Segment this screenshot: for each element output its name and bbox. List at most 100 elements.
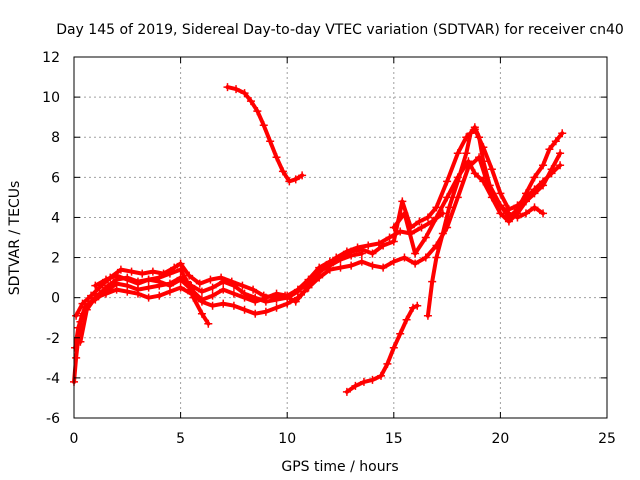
data-point-marker: [487, 165, 496, 174]
data-point-marker: [347, 247, 356, 256]
data-point-marker: [170, 263, 179, 272]
data-point-marker: [82, 305, 91, 314]
data-point-marker: [91, 281, 100, 290]
data-point-marker: [144, 293, 153, 302]
data-point-marker: [246, 97, 255, 106]
x-tick-label: 25: [598, 431, 616, 447]
x-tick-label: 15: [385, 431, 403, 447]
data-point-marker: [298, 171, 307, 180]
data-point-marker: [470, 123, 479, 132]
series-arc-6: [389, 149, 565, 258]
data-point-marker: [485, 181, 494, 190]
y-tick-label: 0: [51, 291, 60, 307]
data-point-marker: [453, 177, 462, 186]
data-point-marker: [261, 307, 270, 316]
data-point-marker: [138, 269, 147, 278]
data-point-marker: [413, 301, 422, 310]
y-tick-labels: -6 -4 -2 0 2 4 6 8 10 12: [42, 50, 60, 427]
data-point-marker: [253, 107, 262, 116]
x-axis-label: GPS time / hours: [281, 459, 398, 475]
data-point-marker: [293, 293, 302, 302]
data-point-marker: [144, 283, 153, 292]
data-point-marker: [285, 177, 294, 186]
data-point-marker: [336, 263, 345, 272]
y-tick-label: 10: [42, 90, 60, 106]
data-point-marker: [385, 233, 394, 242]
data-point-marker: [176, 259, 185, 268]
data-point-marker: [496, 189, 505, 198]
data-point-marker: [558, 129, 567, 138]
data-point-marker: [364, 241, 373, 250]
data-point-marker: [347, 261, 356, 270]
data-point-marker: [219, 299, 228, 308]
data-point-marker: [315, 273, 324, 282]
data-point-marker: [415, 217, 424, 226]
x-tick-labels: 0 5 10 15 20 25: [70, 431, 616, 447]
x-tick-label: 10: [278, 431, 296, 447]
data-point-marker: [251, 297, 260, 306]
data-point-marker: [513, 205, 522, 214]
data-point-marker: [545, 145, 554, 154]
data-point-marker: [229, 289, 238, 298]
data-point-marker: [197, 295, 206, 304]
data-point-marker: [466, 129, 475, 138]
data-point-marker: [389, 237, 398, 246]
data-point-marker: [551, 137, 560, 146]
y-axis-label: SDTVAR / TECUs: [7, 181, 23, 296]
data-point-marker: [76, 337, 85, 346]
data-point-marker: [389, 257, 398, 266]
data-point-marker: [443, 177, 452, 186]
data-point-marker: [368, 261, 377, 270]
data-point-marker: [133, 279, 142, 288]
data-point-marker: [556, 149, 565, 158]
data-point-marker: [479, 157, 488, 166]
series-arc-7: [423, 123, 567, 320]
data-point-marker: [304, 275, 313, 284]
data-point-marker: [195, 279, 204, 288]
y-tick-label: 4: [51, 210, 60, 226]
data-point-marker: [127, 267, 136, 276]
data-point-marker: [272, 153, 281, 162]
data-point-marker: [227, 277, 236, 286]
data-point-marker: [304, 283, 313, 292]
data-point-marker: [400, 209, 409, 218]
data-point-marker: [530, 189, 539, 198]
data-point-marker: [185, 271, 194, 280]
data-point-marker: [123, 287, 132, 296]
data-point-marker: [251, 309, 260, 318]
data-point-marker: [272, 289, 281, 298]
data-point-marker: [240, 305, 249, 314]
series-arc-9: [342, 301, 422, 396]
y-tick-label: 8: [51, 130, 60, 146]
data-point-marker: [411, 259, 420, 268]
data-point-marker: [383, 359, 392, 368]
data-point-marker: [325, 257, 334, 266]
data-point-marker: [259, 121, 268, 130]
data-point-marker: [539, 181, 548, 190]
data-point-marker: [101, 275, 110, 284]
data-point-marker: [217, 273, 226, 282]
data-point-marker: [411, 249, 420, 258]
data-point-marker: [342, 387, 351, 396]
data-point-marker: [389, 343, 398, 352]
data-point-marker: [432, 203, 441, 212]
data-point-marker: [148, 267, 157, 276]
y-tick-label: 12: [42, 50, 60, 66]
data-point-marker: [133, 289, 142, 298]
data-point-marker: [197, 309, 206, 318]
data-point-marker: [432, 213, 441, 222]
data-point-marker: [208, 301, 217, 310]
data-point-marker: [408, 303, 417, 312]
data-point-marker: [266, 137, 275, 146]
series-arc-8: [223, 83, 307, 186]
data-point-marker: [417, 223, 426, 232]
data-point-marker: [291, 175, 300, 184]
data-point-marker: [197, 287, 206, 296]
data-point-marker: [74, 323, 83, 332]
data-point-marker: [155, 291, 164, 300]
data-point-marker: [240, 89, 249, 98]
series-arc-3: [72, 209, 447, 320]
y-tick-label: 2: [51, 251, 60, 267]
x-tick-label: 5: [176, 431, 185, 447]
